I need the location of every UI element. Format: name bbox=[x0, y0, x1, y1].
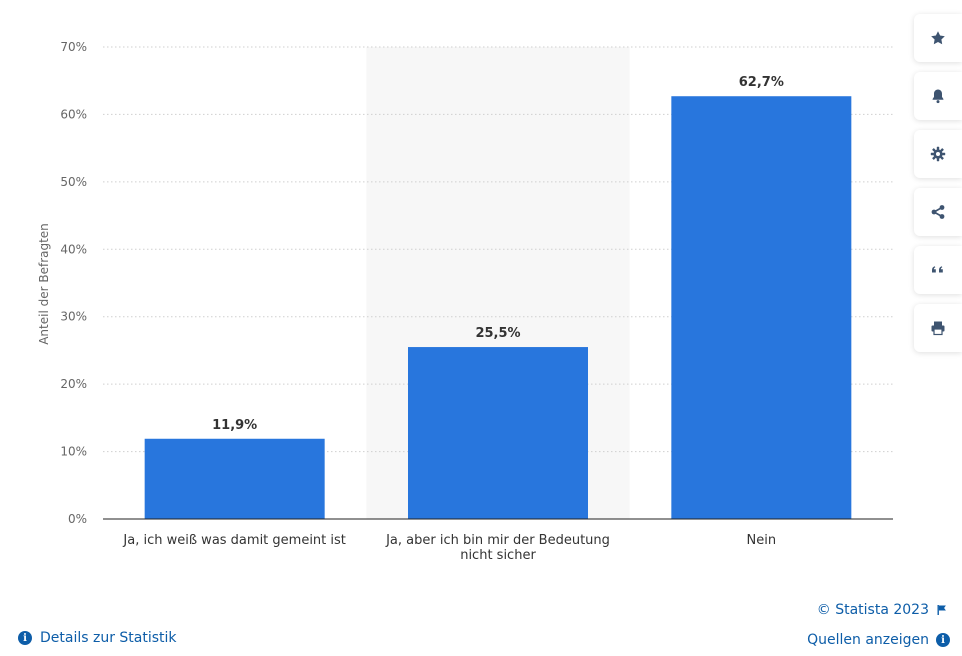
value-label: 62,7% bbox=[739, 75, 784, 90]
bell-icon bbox=[932, 89, 944, 104]
chart-toolbar bbox=[914, 14, 962, 362]
flag-icon[interactable] bbox=[936, 604, 948, 616]
bar[interactable] bbox=[671, 96, 852, 520]
copyright: © Statista 2023 bbox=[817, 602, 948, 618]
printer-icon bbox=[931, 321, 945, 336]
star-icon bbox=[931, 31, 945, 45]
cite-button[interactable] bbox=[914, 246, 962, 294]
value-label: 25,5% bbox=[475, 326, 520, 341]
y-tick-label: 30% bbox=[60, 310, 87, 324]
gear-icon bbox=[930, 146, 946, 162]
y-tick-label: 20% bbox=[60, 377, 87, 391]
print-button[interactable] bbox=[914, 304, 962, 352]
value-label: 11,9% bbox=[212, 418, 257, 433]
y-tick-label: 70% bbox=[60, 40, 87, 54]
bar-chart: 0% 10% 20% 30% 40% 50% 60% 70% 11,9% Ja, ich weiß… bbox=[37, 40, 893, 563]
category-label: nicht sicher bbox=[460, 548, 536, 563]
sources-link-text: Quellen anzeigen bbox=[807, 632, 929, 648]
copyright-text: © Statista 2023 bbox=[816, 602, 929, 618]
favorite-button[interactable] bbox=[914, 14, 962, 62]
y-tick-label: 60% bbox=[60, 107, 87, 121]
details-link[interactable]: i Details zur Statistik bbox=[18, 630, 177, 646]
share-icon bbox=[931, 205, 945, 219]
sources-link[interactable]: Quellen anzeigen i bbox=[807, 632, 950, 648]
y-tick-label: 40% bbox=[60, 242, 87, 256]
category-label: Ja, aber ich bin mir der Bedeutung bbox=[385, 533, 610, 548]
category-label: Nein bbox=[747, 533, 777, 548]
labels: 0% 10% 20% 30% 40% 50% 60% 70% 11,9% Ja, ich weiß… bbox=[60, 40, 893, 563]
y-tick-label: 50% bbox=[60, 175, 87, 189]
bars bbox=[144, 96, 852, 520]
info-icon: i bbox=[936, 633, 950, 647]
settings-button[interactable] bbox=[914, 130, 962, 178]
category-label: Ja, ich weiß was damit gemeint ist bbox=[122, 533, 345, 548]
share-button[interactable] bbox=[914, 188, 962, 236]
quote-icon bbox=[932, 266, 943, 273]
y-axis-label: Anteil der Befragten bbox=[37, 223, 51, 345]
y-tick-label: 0% bbox=[68, 512, 87, 526]
bar[interactable] bbox=[144, 438, 325, 519]
notification-button[interactable] bbox=[914, 72, 962, 120]
details-link-text: Details zur Statistik bbox=[40, 630, 177, 646]
info-icon: i bbox=[18, 631, 32, 645]
y-tick-label: 10% bbox=[60, 445, 87, 459]
bar[interactable] bbox=[408, 347, 588, 519]
